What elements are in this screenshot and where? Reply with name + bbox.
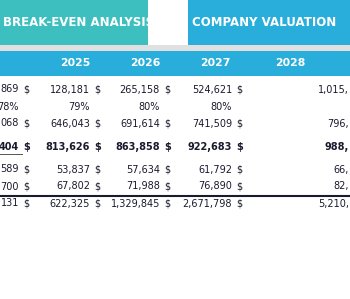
Text: 2026: 2026	[130, 59, 160, 68]
Bar	[0, 51, 350, 76]
Text: 2025: 2025	[60, 59, 90, 68]
Text: COMPANY VALUATION: COMPANY VALUATION	[192, 16, 336, 29]
Text: $: $	[236, 141, 243, 152]
Text: 53,837: 53,837	[56, 164, 90, 175]
Text: 646,043: 646,043	[50, 118, 90, 129]
Text: 265,158: 265,158	[120, 85, 160, 94]
Text: 863,858: 863,858	[116, 141, 160, 152]
Text: 131: 131	[1, 199, 19, 208]
Text: 71,988: 71,988	[126, 181, 160, 191]
Text: $: $	[164, 141, 171, 152]
Text: 79%: 79%	[69, 101, 90, 112]
Text: $: $	[94, 199, 100, 208]
Text: 988,: 988,	[325, 141, 349, 152]
Text: 57,634: 57,634	[126, 164, 160, 175]
Text: 589: 589	[0, 164, 19, 175]
Text: $: $	[236, 164, 242, 175]
Text: $: $	[164, 118, 170, 129]
Text: $: $	[164, 181, 170, 191]
Text: $: $	[23, 85, 29, 94]
Text: 82,: 82,	[334, 181, 349, 191]
Text: $: $	[94, 118, 100, 129]
Bar	[0, 0, 148, 45]
Text: 128,181: 128,181	[50, 85, 90, 94]
Text: 2028: 2028	[275, 59, 305, 68]
Text: 869: 869	[1, 85, 19, 94]
Text: 796,: 796,	[327, 118, 349, 129]
Text: 78%: 78%	[0, 101, 19, 112]
Text: 700: 700	[0, 181, 19, 191]
Text: 2027: 2027	[200, 59, 230, 68]
Text: $: $	[94, 141, 101, 152]
Text: 1,015,: 1,015,	[318, 85, 349, 94]
Text: $: $	[94, 85, 100, 94]
Text: $: $	[94, 181, 100, 191]
Text: 404: 404	[0, 141, 19, 152]
Text: 691,614: 691,614	[120, 118, 160, 129]
Text: $: $	[236, 181, 242, 191]
Text: 622,325: 622,325	[50, 199, 90, 208]
Text: $: $	[164, 199, 170, 208]
Text: 76,890: 76,890	[198, 181, 232, 191]
Text: $: $	[23, 164, 29, 175]
Text: 068: 068	[1, 118, 19, 129]
Text: 524,621: 524,621	[192, 85, 232, 94]
Text: 741,509: 741,509	[192, 118, 232, 129]
Text: 922,683: 922,683	[188, 141, 232, 152]
Text: 1,329,845: 1,329,845	[111, 199, 160, 208]
Text: 61,792: 61,792	[198, 164, 232, 175]
Text: 80%: 80%	[211, 101, 232, 112]
Text: $: $	[23, 141, 30, 152]
Text: 66,: 66,	[334, 164, 349, 175]
Text: 5,210,: 5,210,	[318, 199, 349, 208]
Text: 813,626: 813,626	[46, 141, 90, 152]
Bar	[188, 0, 350, 45]
Bar	[0, 45, 350, 51]
Text: 67,802: 67,802	[56, 181, 90, 191]
Bar	[148, 0, 188, 45]
Text: $: $	[236, 199, 242, 208]
Text: $: $	[23, 181, 29, 191]
Text: $: $	[23, 199, 29, 208]
Text: $: $	[236, 85, 242, 94]
Text: $: $	[164, 85, 170, 94]
Text: $: $	[23, 118, 29, 129]
Text: 80%: 80%	[139, 101, 160, 112]
Text: 2,671,798: 2,671,798	[182, 199, 232, 208]
Text: $: $	[164, 164, 170, 175]
Text: $: $	[94, 164, 100, 175]
Text: BREAK-EVEN ANALYSIS: BREAK-EVEN ANALYSIS	[3, 16, 154, 29]
Text: $: $	[236, 118, 242, 129]
